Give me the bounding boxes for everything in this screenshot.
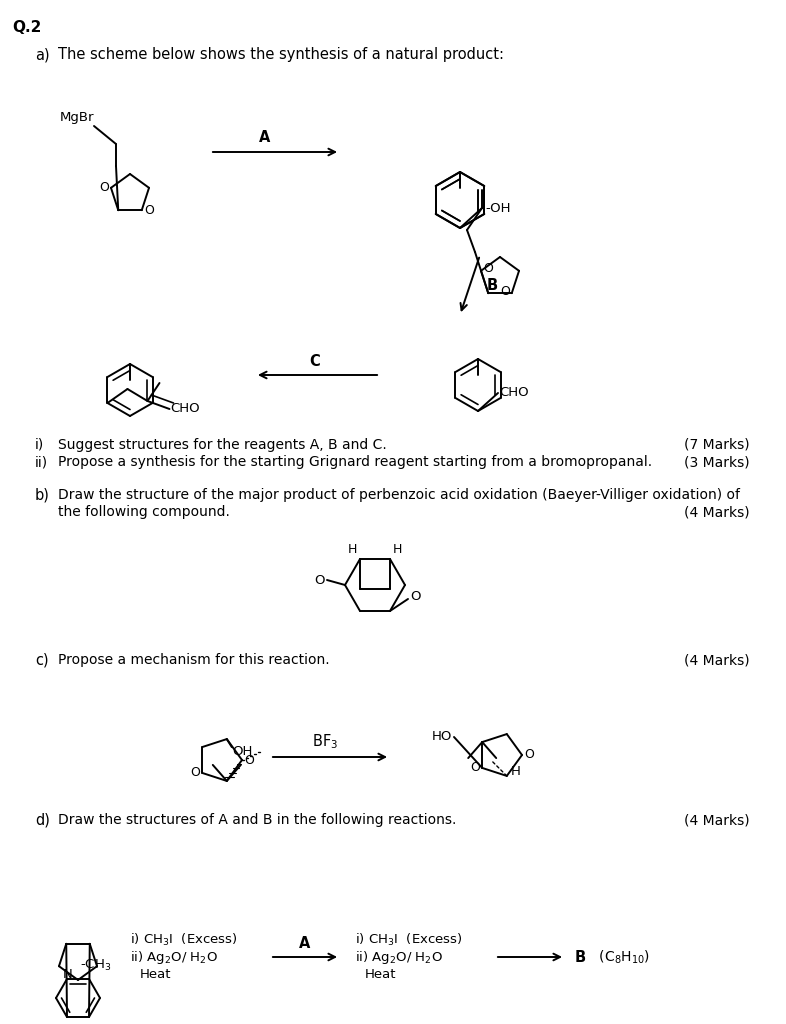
Text: O: O [524, 749, 534, 762]
Text: O: O [470, 762, 480, 774]
Text: O: O [314, 573, 325, 587]
Text: CHO: CHO [171, 402, 200, 416]
Text: the following compound.: the following compound. [58, 505, 230, 519]
Text: i) CH$_3$I  (Excess): i) CH$_3$I (Excess) [355, 932, 463, 948]
Text: Heat: Heat [365, 969, 396, 981]
Text: B: B [575, 949, 586, 965]
Text: A: A [259, 130, 270, 145]
Text: (4 Marks): (4 Marks) [685, 505, 750, 519]
Text: Q.2: Q.2 [12, 20, 42, 36]
Text: O: O [99, 181, 109, 195]
Text: O: O [483, 262, 493, 275]
Text: BF$_3$: BF$_3$ [312, 732, 338, 752]
Text: a): a) [35, 47, 50, 62]
Text: OH: OH [232, 744, 252, 758]
Text: The scheme below shows the synthesis of a natural product:: The scheme below shows the synthesis of … [58, 47, 504, 62]
Text: HO: HO [432, 730, 453, 743]
Text: O: O [190, 766, 200, 779]
Text: Propose a mechanism for this reaction.: Propose a mechanism for this reaction. [58, 653, 329, 667]
Text: O: O [244, 754, 254, 767]
Text: b): b) [35, 487, 50, 503]
Text: H: H [511, 765, 520, 778]
Text: CHO: CHO [499, 386, 529, 399]
Text: MgBr: MgBr [60, 112, 94, 125]
Text: (C$_8$H$_{10}$): (C$_8$H$_{10}$) [590, 948, 650, 966]
Text: Draw the structure of the major product of perbenzoic acid oxidation (Baeyer-Vil: Draw the structure of the major product … [58, 488, 740, 502]
Text: -OH: -OH [485, 202, 510, 214]
Text: O: O [144, 204, 153, 217]
Text: i) CH$_3$I  (Excess): i) CH$_3$I (Excess) [130, 932, 237, 948]
Text: H: H [347, 543, 357, 555]
Text: C: C [310, 354, 321, 370]
Text: H: H [393, 543, 402, 555]
Text: Draw the structures of A and B in the following reactions.: Draw the structures of A and B in the fo… [58, 813, 457, 827]
Text: (7 Marks): (7 Marks) [685, 438, 750, 452]
Text: i): i) [35, 438, 44, 452]
Text: (3 Marks): (3 Marks) [685, 455, 750, 469]
Text: -CH$_3$: -CH$_3$ [80, 957, 112, 973]
Text: A: A [299, 936, 310, 950]
Text: Suggest structures for the reagents A, B and C.: Suggest structures for the reagents A, B… [58, 438, 387, 452]
Text: ii) Ag$_2$O/ H$_2$O: ii) Ag$_2$O/ H$_2$O [130, 949, 218, 967]
Text: c): c) [35, 652, 49, 668]
Text: ii): ii) [35, 455, 48, 469]
Text: B: B [487, 278, 498, 293]
Text: N: N [62, 969, 72, 981]
Text: d): d) [35, 812, 50, 827]
Text: (4 Marks): (4 Marks) [685, 653, 750, 667]
Text: O: O [410, 591, 421, 603]
Text: Heat: Heat [140, 969, 171, 981]
Text: O: O [500, 285, 510, 298]
Text: ii) Ag$_2$O/ H$_2$O: ii) Ag$_2$O/ H$_2$O [355, 949, 443, 967]
Text: Propose a synthesis for the starting Grignard reagent starting from a bromopropa: Propose a synthesis for the starting Gri… [58, 455, 652, 469]
Text: (4 Marks): (4 Marks) [685, 813, 750, 827]
